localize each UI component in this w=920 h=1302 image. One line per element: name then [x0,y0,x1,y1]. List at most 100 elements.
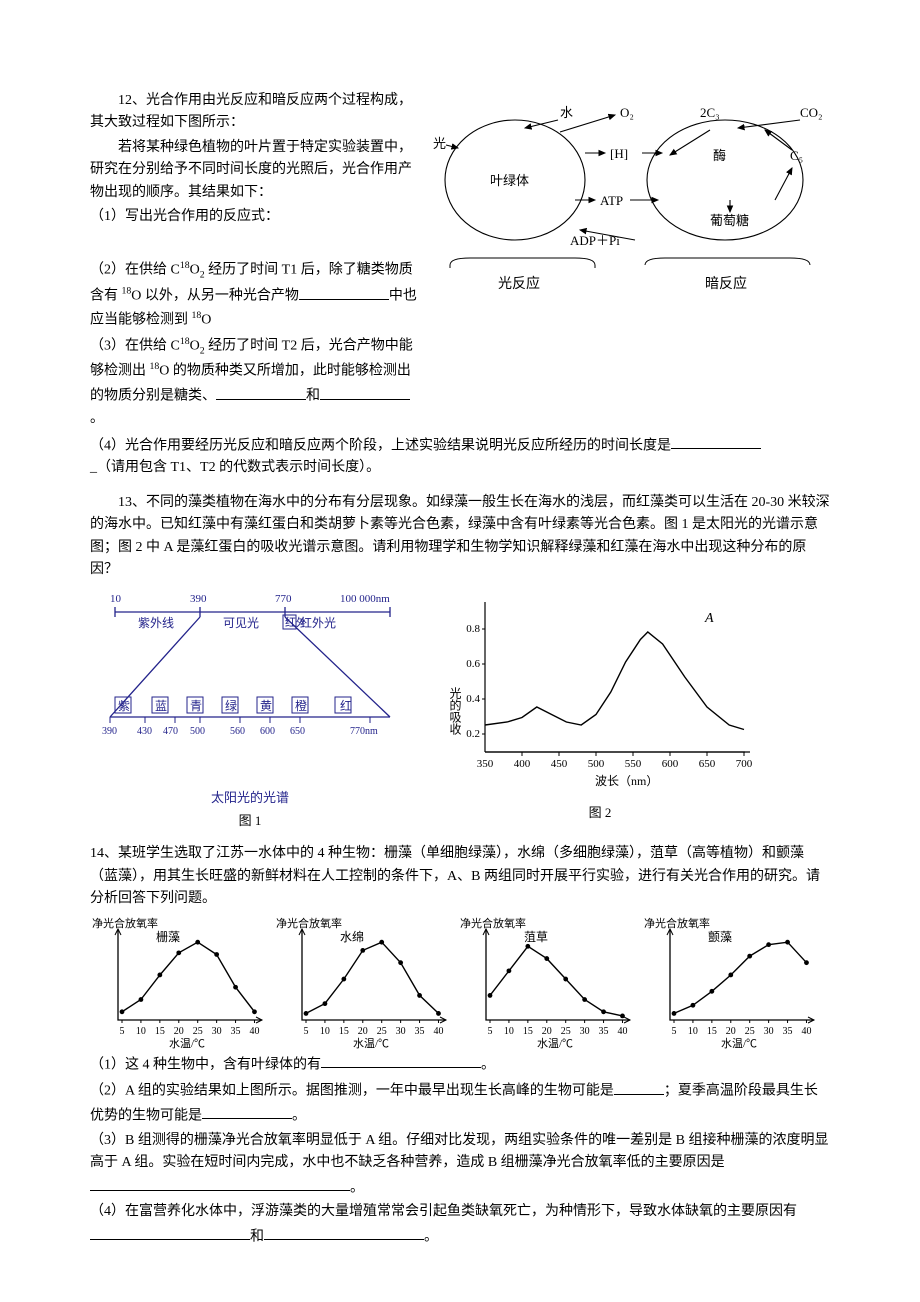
svg-text:500: 500 [190,726,205,737]
c6: 红 [340,698,352,713]
c4: 黄 [260,699,272,713]
svg-text:红外: 红外 [285,616,307,629]
q14-i1: （1）这 4 种生物中，含有叶绿体的有。 [90,1052,830,1077]
q12-text-col: 12、光合作用由光反应和暗反应两个过程构成，其大致过程如下图所示： 若将某种绿色… [90,90,420,433]
lbl-water: 水 [560,105,573,120]
t: （2）在供给 C [90,263,180,278]
svg-text:600: 600 [662,758,679,770]
t: O [190,339,200,354]
q12-p1: 若将某种绿色植物的叶片置于特定实验装置中，研究在分别给予不同时间长度的光照后，光… [90,137,420,204]
blank [216,383,306,399]
svg-text:550: 550 [625,758,642,770]
svg-text:450: 450 [551,758,568,770]
q14-i4: （4）在富营养化水体中，浮游藻类的大量增殖常常会引起鱼类缺氧死亡，为种情形下，导… [90,1201,830,1248]
t: O [190,263,200,278]
svg-text:390: 390 [102,726,117,737]
q12-i3: （3）在供给 C18O2 经历了时间 T2 后，光合产物中能够检测出 18O 的… [90,334,420,430]
q12-intro: 12、光合作用由光反应和暗反应两个过程构成，其大致过程如下图所示： [90,90,420,135]
svg-text:40: 40 [433,1026,443,1037]
sup: 18 [150,361,160,372]
svg-text:650: 650 [290,726,305,737]
blank-space [90,230,420,258]
svg-text:20: 20 [358,1026,368,1037]
svg-text:25: 25 [377,1026,387,1037]
blank [320,383,410,399]
svg-text:600: 600 [260,726,275,737]
q14-i3: （3）B 组测得的栅藻净光合放氧率明显低于 A 组。仔细对比发现，两组实验条件的… [90,1130,830,1200]
mini-chart-0: 净光合放氧率栅藻510152025303540水温/℃ [90,915,268,1050]
c5: 橙 [295,698,307,713]
svg-text:430: 430 [137,726,152,737]
sup: 18 [180,260,190,271]
lbl-O2: O₂ [620,105,634,120]
svg-text:颤藻: 颤藻 [708,930,732,944]
fig2-caption: 图 2 [440,803,760,824]
svg-text:5: 5 [120,1026,125,1037]
svg-text:40: 40 [801,1026,811,1037]
lbl-C5: C₅ [790,148,803,163]
t: _（请用包含 T1、T2 的代数式表示时间长度）。 [90,460,380,475]
q13-intro: 13、不同的藻类植物在海水中的分布有分层现象。如绿藻一般生长在海水的浅层，而红藻… [90,492,830,582]
svg-text:5: 5 [488,1026,493,1037]
t: （1）这 4 种生物中，含有叶绿体的有 [90,1057,321,1072]
lbl-CO2: CO₂ [800,105,823,120]
mini-chart-1: 净光合放氧率水绵510152025303540水温/℃ [274,915,452,1050]
svg-text:390: 390 [190,593,207,605]
svg-text:30: 30 [764,1026,774,1037]
q13-fig2: 0.2 0.4 0.6 0.8 350 400 450 500 550 600 … [440,587,760,831]
t: （2）A 组的实验结果如上图所示。据图推测，一年中最早出现生长高峰的生物可能是 [90,1084,614,1099]
svg-text:40: 40 [249,1026,259,1037]
lbl-light: 光 [433,136,446,151]
t: （4）光合作用要经历光反应和暗反应两个阶段，上述实验结果说明光反应所经历的时间长… [90,438,671,453]
svg-text:25: 25 [193,1026,203,1037]
svg-text:0.6: 0.6 [466,658,480,670]
svg-text:水温/℃: 水温/℃ [721,1037,757,1050]
svg-text:净光合放氧率: 净光合放氧率 [92,916,158,930]
svg-text:水温/℃: 水温/℃ [537,1037,573,1050]
svg-text:菹草: 菹草 [524,930,548,944]
svg-text:35: 35 [415,1026,425,1037]
t: （3）在供给 C [90,339,180,354]
t: 和 [250,1229,264,1244]
q14-i2: （2）A 组的实验结果如上图所示。据图推测，一年中最早出现生长高峰的生物可能是；… [90,1078,830,1128]
q12-diagram: 水 O₂ 2C₃ CO₂ 光 [H] 酶 C₅ 叶绿体 ATP 葡萄糖 ADP＋… [430,90,830,433]
svg-text:10: 10 [136,1026,146,1037]
fig1-caption-top: 太阳光的光谱 [90,788,410,809]
t: （4）在富营养化水体中，浮游藻类的大量增殖常常会引起鱼类缺氧死亡，为种情形下，导… [90,1204,797,1219]
svg-text:5: 5 [304,1026,309,1037]
t: 和 [306,389,320,404]
blank [264,1224,424,1240]
q13-fig1: 10 390 770 100 000nm 紫外线 可见光 红外光 红外 紫 蓝 … [90,587,410,831]
xlabel: 波长（nm） [595,774,658,788]
blank [614,1078,664,1094]
lbl-chloroplast: 叶绿体 [490,173,529,188]
svg-text:770nm: 770nm [350,726,378,737]
svg-text:栅藻: 栅藻 [156,929,180,944]
svg-text:770: 770 [275,593,292,605]
svg-text:470: 470 [163,726,178,737]
svg-text:净光合放氧率: 净光合放氧率 [276,916,342,930]
svg-text:35: 35 [783,1026,793,1037]
svg-text:560: 560 [230,726,245,737]
lbl-ADP: ADP＋Pi [570,233,620,248]
svg-text:35: 35 [231,1026,241,1037]
lbl-ATP: ATP [600,193,623,208]
svg-text:25: 25 [745,1026,755,1037]
svg-text:水温/℃: 水温/℃ [169,1037,205,1050]
q12-i4: （4）光合作用要经历光反应和暗反应两个阶段，上述实验结果说明光反应所经历的时间长… [90,433,830,480]
svg-text:40: 40 [617,1026,627,1037]
svg-text:15: 15 [707,1026,717,1037]
svg-text:25: 25 [561,1026,571,1037]
label-A: A [704,611,714,626]
question-13: 13、不同的藻类植物在海水中的分布有分层现象。如绿藻一般生长在海水的浅层，而红藻… [90,492,830,832]
svg-text:0.4: 0.4 [466,693,480,705]
svg-text:650: 650 [699,758,716,770]
spectrum-chart: 10 390 770 100 000nm 紫外线 可见光 红外光 红外 紫 蓝 … [90,587,410,777]
fig1-caption: 图 1 [90,811,410,832]
t: （3）B 组测得的栅藻净光合放氧率明显低于 A 组。仔细对比发现，两组实验条件的… [90,1133,829,1170]
svg-text:30: 30 [396,1026,406,1037]
svg-text:15: 15 [339,1026,349,1037]
svg-text:400: 400 [514,758,531,770]
q14-intro: 14、某班学生选取了江苏一水体中的 4 种生物：栅藻（单细胞绿藻），水绵（多细胞… [90,843,830,910]
blank [90,1175,350,1191]
